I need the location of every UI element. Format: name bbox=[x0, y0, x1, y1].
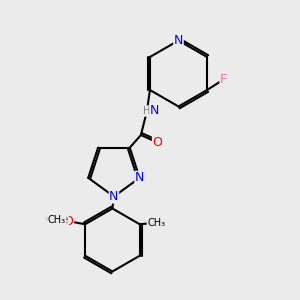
Text: OMe: OMe bbox=[45, 215, 68, 225]
Text: F: F bbox=[220, 73, 227, 86]
Text: N: N bbox=[150, 104, 159, 118]
Text: CH₃: CH₃ bbox=[48, 215, 66, 225]
Text: H: H bbox=[143, 106, 151, 116]
Text: N: N bbox=[109, 190, 119, 203]
Text: N: N bbox=[150, 104, 159, 117]
Text: N: N bbox=[135, 171, 144, 184]
Text: N: N bbox=[174, 34, 183, 47]
Text: O: O bbox=[152, 136, 162, 149]
Text: O: O bbox=[64, 215, 74, 228]
Text: CH₃: CH₃ bbox=[147, 218, 165, 228]
Text: H: H bbox=[143, 106, 151, 116]
